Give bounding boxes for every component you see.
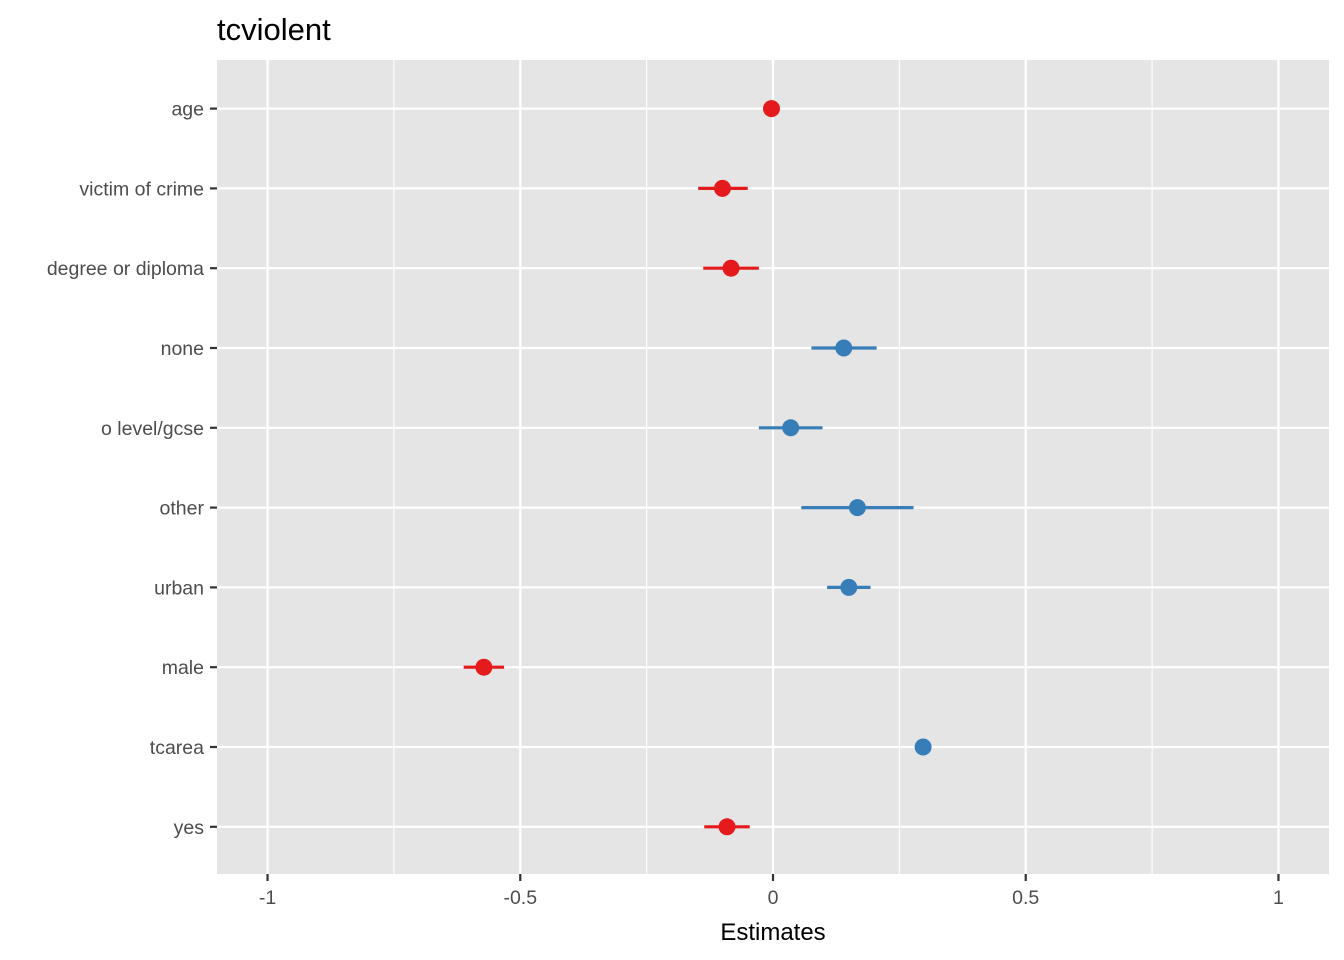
y-tick-label: victim of crime [79,178,204,200]
estimate-point [718,818,736,836]
x-tick-label: 1 [1273,887,1284,909]
chart-title: tcviolent [217,12,331,47]
y-tick-label: degree or diploma [47,258,204,280]
y-axis: age victim of crime degree or diploma none o… [47,99,217,839]
y-tick-label: male [162,657,204,679]
estimate-point [840,578,858,596]
y-tick-label: yes [174,817,205,839]
x-tick-label: 0 [768,887,779,909]
estimate-point [713,179,731,197]
y-tick-label: tcarea [150,737,204,759]
x-tick-label: -0.5 [503,887,537,909]
y-tick-label: urban [154,577,204,599]
y-tick-label: age [171,99,204,121]
estimate-point [914,738,932,756]
estimate-point [835,339,853,357]
y-tick-label: o level/gcse [101,418,204,440]
y-tick-label: none [161,338,204,360]
estimate-marks [463,100,932,836]
estimate-point [475,658,493,676]
x-axis: -1 -0.5 0 0.5 1 [259,874,1284,909]
x-axis-title: Estimates [720,919,825,946]
estimate-point [722,259,740,277]
estimate-point [848,499,866,517]
x-tick-label: -1 [259,887,276,909]
x-tick-label: 0.5 [1012,887,1039,909]
estimate-point [762,100,780,118]
y-tick-label: other [160,498,205,520]
estimate-point [782,419,800,437]
